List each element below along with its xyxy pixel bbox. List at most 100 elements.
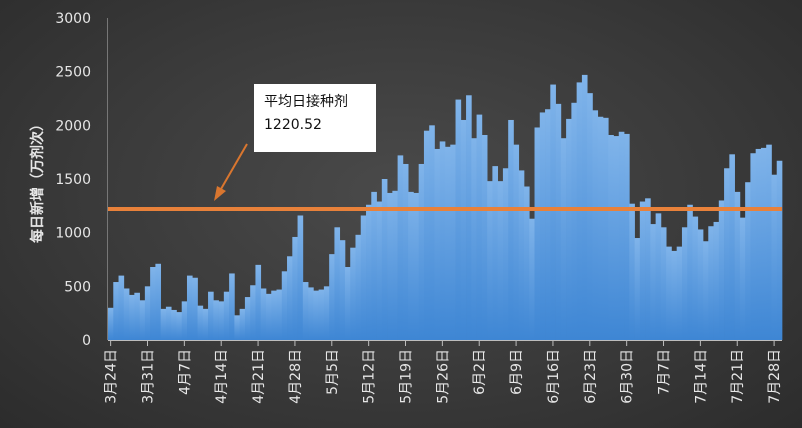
bar <box>165 306 172 340</box>
y-tick-label: 0 <box>82 333 91 349</box>
bar <box>334 227 341 340</box>
callout-arrow <box>220 143 248 190</box>
callout-arrow-head <box>214 186 226 201</box>
bar <box>218 301 225 340</box>
x-tick-label: 5月12日 <box>362 349 378 404</box>
bar <box>181 301 188 340</box>
bar <box>186 275 193 340</box>
bar <box>329 254 335 340</box>
bar <box>718 200 725 340</box>
bar <box>681 227 688 340</box>
bar <box>155 263 162 340</box>
bar <box>639 201 646 340</box>
bar <box>265 293 272 340</box>
bar <box>434 148 441 340</box>
x-tick-label: 7月28日 <box>767 349 783 404</box>
bar <box>523 186 530 340</box>
bar <box>560 138 567 340</box>
bar <box>608 134 614 340</box>
bar <box>502 168 509 340</box>
bar <box>734 191 741 340</box>
bar <box>497 181 504 340</box>
bar <box>381 179 388 340</box>
y-tick-label: 2000 <box>55 118 91 134</box>
bar <box>724 168 730 340</box>
bar <box>160 308 167 340</box>
bar <box>592 110 599 340</box>
bar <box>692 216 699 340</box>
bar <box>713 221 720 340</box>
x-tick-label: 6月2日 <box>472 349 488 395</box>
bar <box>239 308 246 340</box>
bar <box>697 229 704 340</box>
bar <box>445 146 451 340</box>
bar <box>645 198 651 340</box>
x-tick-label: 4月21日 <box>251 349 267 404</box>
bar <box>208 291 214 340</box>
bar <box>423 130 430 340</box>
y-tick-label: 1500 <box>55 172 91 188</box>
bar <box>618 131 625 340</box>
bar <box>671 250 678 340</box>
bar <box>139 300 146 340</box>
y-tick-label: 500 <box>64 279 91 295</box>
bar <box>771 174 778 340</box>
bar <box>176 312 183 340</box>
bar <box>529 218 535 340</box>
bar <box>192 277 198 340</box>
bar <box>144 286 151 340</box>
x-tick-label: 6月9日 <box>509 349 525 395</box>
x-tick-label: 5月26日 <box>435 349 451 404</box>
bar <box>539 112 546 340</box>
x-axis: 3月24日 3月31日 4月7日 4月14日 4月21日 4月28日 5月5日 5月12日 5月… <box>104 340 783 404</box>
x-tick-label: 6月16日 <box>546 349 562 404</box>
bar <box>508 119 514 340</box>
bar <box>660 227 667 340</box>
bar <box>655 213 662 340</box>
bar <box>624 133 630 340</box>
bar <box>550 84 556 340</box>
bar <box>513 144 520 340</box>
bar <box>318 289 325 340</box>
bar <box>602 117 609 340</box>
x-tick-label: 7月21日 <box>730 349 746 404</box>
y-axis-label: 每日新增（万剂次） <box>29 117 46 243</box>
bar <box>297 215 304 340</box>
bar <box>776 160 783 340</box>
y-tick-label: 1000 <box>55 226 91 242</box>
bar <box>244 297 251 340</box>
bar <box>534 127 541 340</box>
bar <box>234 315 240 340</box>
bar <box>355 234 362 340</box>
bar <box>276 289 283 340</box>
bar <box>366 204 372 340</box>
x-tick-label: 4月7日 <box>177 349 193 395</box>
bar <box>134 292 140 340</box>
x-tick-label: 5月5日 <box>325 349 341 395</box>
x-tick-label: 7月14日 <box>693 349 709 404</box>
bar <box>745 182 751 340</box>
bar <box>287 256 293 340</box>
x-tick-label: 6月23日 <box>583 349 599 404</box>
bar <box>250 285 256 340</box>
bar <box>703 241 709 340</box>
x-tick-label: 4月28日 <box>288 349 304 404</box>
bar <box>360 215 367 340</box>
bar <box>439 141 446 340</box>
bar <box>387 192 393 340</box>
bar <box>429 125 435 340</box>
bar <box>571 102 577 340</box>
bar <box>113 282 119 340</box>
bar <box>634 238 641 340</box>
bar <box>492 166 499 340</box>
bar <box>323 286 330 340</box>
bar <box>450 144 456 340</box>
bar <box>418 163 425 340</box>
bar <box>350 247 356 340</box>
x-tick-label: 7月7日 <box>657 349 673 395</box>
x-tick-label: 6月30日 <box>620 349 636 404</box>
bar <box>292 236 298 340</box>
bar <box>755 148 762 340</box>
